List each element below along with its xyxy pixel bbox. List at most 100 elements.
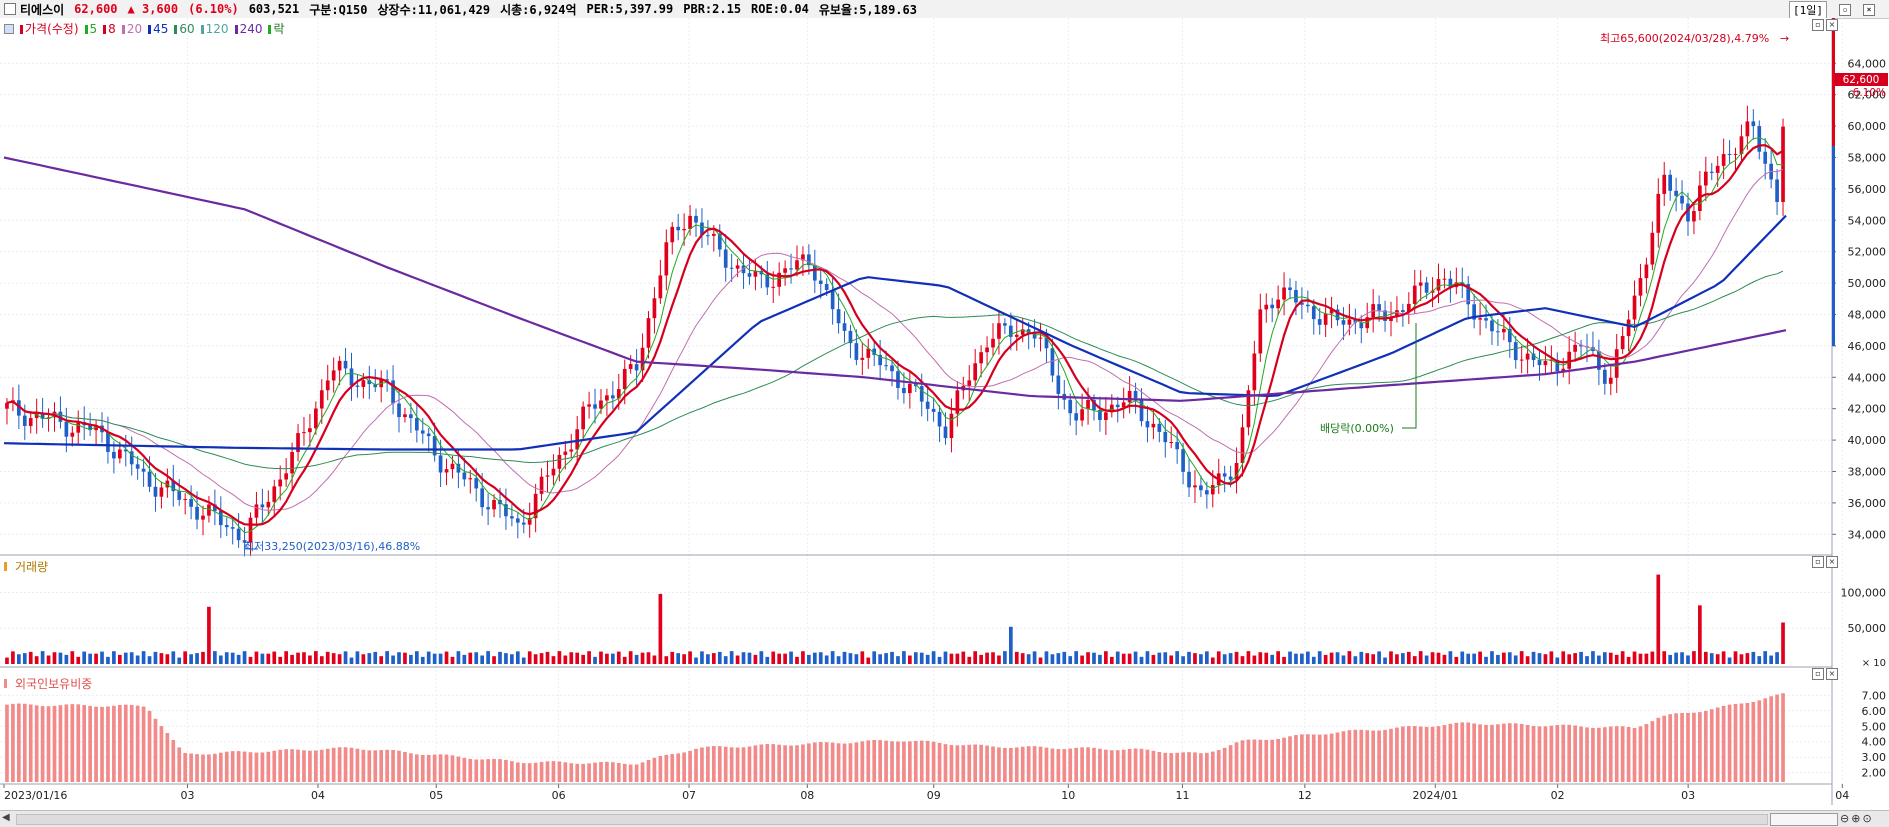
scroll-track[interactable]: [16, 814, 1768, 825]
price-panel-buttons: ▫ ×: [1812, 19, 1838, 31]
foreign-ratio-bar: [1709, 709, 1714, 782]
volume-bar: [860, 651, 865, 664]
volume-bar: [1205, 651, 1209, 664]
legend-toggle-icon[interactable]: [4, 23, 14, 34]
legend-item-ma45[interactable]: 45: [148, 22, 168, 36]
scroll-left-icon[interactable]: ◀: [2, 812, 10, 823]
foreign-ratio-bar: [1412, 726, 1417, 782]
foreign-ratio-bar: [1383, 729, 1387, 782]
volume-bar: [670, 651, 675, 664]
close-icon[interactable]: ×: [1863, 4, 1875, 16]
candle-body: [539, 476, 544, 494]
period-selector[interactable]: [1일]: [1789, 1, 1827, 19]
panel-close-icon[interactable]: ×: [1826, 556, 1838, 568]
legend-item-exdiv[interactable]: 락: [268, 20, 285, 37]
candle-body: [1555, 359, 1560, 372]
foreign-ratio-bar: [1020, 746, 1025, 782]
panel-maximize-icon[interactable]: ▫: [1812, 556, 1824, 568]
legend-item-price[interactable]: 가격(수정): [20, 20, 79, 37]
foreign-ratio-bar: [824, 742, 829, 782]
foreign-ratio-bar: [1329, 733, 1334, 782]
candle-body: [521, 522, 526, 525]
foreign-ratio-bar: [1311, 734, 1316, 782]
foreign-ratio-bar: [1353, 729, 1358, 782]
legend-item-ma120[interactable]: 120: [200, 22, 229, 36]
volume-bar: [1466, 653, 1471, 664]
volume-bar: [331, 653, 336, 664]
legend-item-ma8[interactable]: 8: [103, 22, 116, 36]
foreign-ratio-bar: [1656, 717, 1661, 782]
panel-maximize-icon[interactable]: ▫: [1812, 668, 1824, 680]
volume-bar: [1709, 653, 1714, 664]
candle-body: [343, 360, 348, 369]
candle-body: [492, 499, 496, 510]
foreign-ratio-bar: [1365, 730, 1370, 782]
foreign-ratio-bar: [117, 705, 122, 782]
foreign-ratio-bar: [925, 740, 930, 782]
foreign-panel-title[interactable]: 외국인보유비중: [15, 677, 93, 691]
candle-body: [896, 371, 900, 388]
foreign-ratio-bar: [676, 753, 681, 782]
volume-bar: [676, 653, 681, 664]
legend-item-ma5[interactable]: 5: [84, 22, 97, 36]
candle-body: [88, 425, 92, 431]
panel-close-icon[interactable]: ×: [1826, 668, 1838, 680]
per-value: PER:5,397.99: [586, 2, 674, 16]
volume-bar: [1014, 651, 1019, 664]
low-marker: [245, 544, 258, 550]
price-tick-label: 48,000: [1848, 308, 1887, 321]
volume-bar: [997, 655, 1001, 664]
candle-body: [284, 473, 288, 480]
candle-body: [135, 464, 140, 469]
panel-maximize-icon[interactable]: ▫: [1812, 19, 1824, 31]
candle-body: [1662, 174, 1667, 194]
zoom-fit-icon[interactable]: ⊙: [1862, 812, 1872, 825]
candle-body: [94, 425, 98, 431]
window-controls: [1일] ▫ ×: [1789, 1, 1885, 19]
foreign-ratio-bar: [682, 752, 686, 782]
foreign-ratio-bar: [195, 754, 199, 782]
legend-item-ma60[interactable]: 60: [174, 22, 195, 36]
minimize-icon[interactable]: ▫: [1839, 4, 1851, 16]
candle-body: [444, 469, 449, 473]
candle-body: [468, 478, 473, 480]
foreign-ratio-bar: [1151, 750, 1156, 782]
candle-body: [1181, 449, 1185, 472]
list-icon[interactable]: [4, 3, 16, 15]
candle-body: [201, 515, 205, 520]
foreign-ratio-bar: [1115, 750, 1120, 782]
volume-bar: [1395, 654, 1399, 664]
price-change-pct: (6.10%): [188, 2, 239, 16]
candle-body: [854, 343, 859, 360]
foreign-ratio-bar: [1739, 703, 1744, 782]
candle-body: [842, 323, 847, 331]
foreign-ratio-bar: [1157, 752, 1162, 782]
volume-bar: [735, 655, 740, 664]
foreign-ratio-bar: [397, 750, 401, 782]
zoom-in-icon[interactable]: ⊕: [1851, 812, 1861, 825]
volume-tick-label: 100,000: [1841, 586, 1887, 599]
foreign-ratio-bar: [1484, 724, 1488, 782]
volume-bar: [1389, 651, 1393, 664]
candle-body: [189, 499, 193, 507]
candle-body: [1139, 398, 1144, 422]
foreign-ratio-bar: [1496, 724, 1500, 782]
month-label: 09: [927, 789, 941, 802]
candle-body: [361, 380, 366, 387]
listed-shares: 상장수:11,061,429: [377, 2, 491, 17]
legend-item-ma20[interactable]: 20: [121, 22, 142, 36]
stock-chart[interactable]: 64,000 62,000 60,000 58,000 56,000 54,000 52,0…: [0, 18, 1889, 810]
volume-bar: [1145, 651, 1150, 664]
scroll-thumb[interactable]: [1770, 813, 1838, 826]
candle-body: [1395, 310, 1399, 318]
zoom-out-icon[interactable]: ⊖: [1840, 812, 1850, 825]
foreign-ratio-bar: [866, 740, 871, 782]
volume-panel-title[interactable]: 거래량: [15, 560, 49, 574]
candle-body: [557, 454, 562, 469]
volume-bar: [1032, 651, 1037, 664]
legend-item-ma240[interactable]: 240: [234, 22, 262, 36]
volume-bar: [349, 657, 354, 664]
foreign-ratio-bar: [361, 749, 366, 782]
month-label: 12: [1298, 789, 1312, 802]
panel-close-icon[interactable]: ×: [1826, 19, 1838, 31]
